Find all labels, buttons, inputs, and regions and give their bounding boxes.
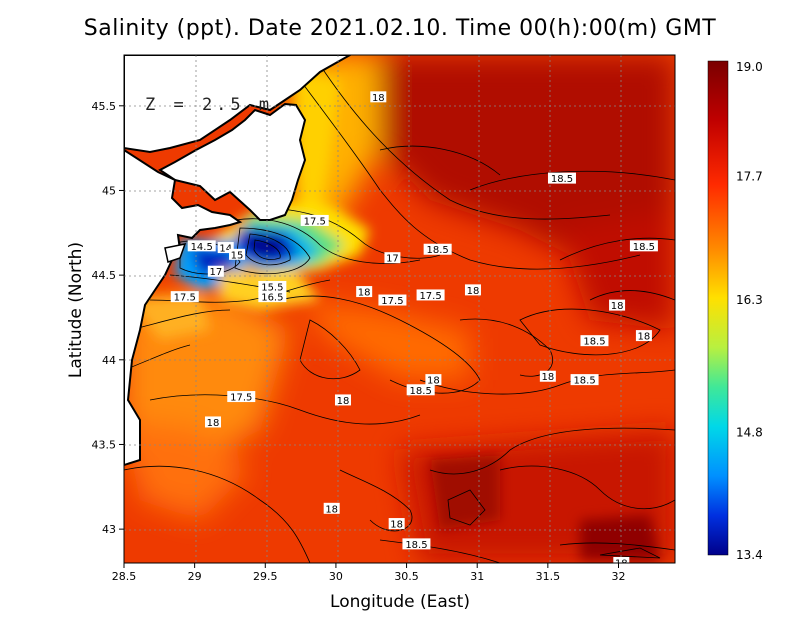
contour-label: 15.5 <box>261 282 283 293</box>
y-tick-label: 44.5 <box>92 269 117 282</box>
contour-label: 18 <box>207 418 220 429</box>
plot-frame <box>123 54 676 564</box>
x-tick-label: 32 <box>611 570 625 583</box>
contour-label-bg <box>425 374 442 386</box>
contour-label-bg <box>423 243 452 255</box>
depth-label: Z = 2.5 m <box>145 95 273 115</box>
x-tick-label: 29 <box>188 570 202 583</box>
y-axis-ticks: 43 43.5 44 44.5 45 45.5 <box>92 100 124 536</box>
contour-label-bg <box>570 374 599 386</box>
colorbar-tick-label: 17.7 <box>736 170 763 184</box>
contour-label-bg <box>629 240 658 252</box>
contour-label: 16.5 <box>261 293 283 304</box>
contour-label-bg <box>635 330 652 342</box>
x-tick-label: 29.5 <box>253 570 278 583</box>
contour-label: 18 <box>390 520 403 531</box>
contour-label: 18 <box>467 286 480 297</box>
contour-label: 18 <box>372 93 385 104</box>
contour-label: 18 <box>358 288 371 299</box>
colorbar: 19.0 17.7 16.3 14.8 13.4 <box>707 60 763 562</box>
contour-label-bg <box>388 518 405 530</box>
contour-label: 17 <box>209 267 222 278</box>
contour-label-bg <box>613 557 630 563</box>
contour-label-bg <box>370 91 387 103</box>
contour-label: 18 <box>615 559 628 570</box>
colorbar-tick-label: 13.4 <box>736 548 763 562</box>
contour-label-bg <box>258 291 287 303</box>
contour-label-bg <box>205 416 222 428</box>
x-axis-ticks: 28.5 29 29.5 30 30.5 31 31.5 32 <box>112 563 625 583</box>
contour-label: 18.5 <box>405 540 427 551</box>
contour-label: 15 <box>231 250 244 261</box>
contour-label-bg <box>378 294 407 306</box>
contour-label: 18 <box>337 396 350 407</box>
contour-label-bg <box>227 391 256 403</box>
contour-label: 18.5 <box>427 245 449 256</box>
y-tick-label: 45.5 <box>92 100 117 113</box>
colorbar-ticks: 19.0 17.7 16.3 14.8 13.4 <box>736 60 763 562</box>
contour-label: 18.5 <box>551 174 573 185</box>
contour-label-bg <box>547 172 576 184</box>
contour-label: 18.5 <box>633 242 655 253</box>
contour-label: 17 <box>386 254 399 265</box>
contour-label: 18 <box>427 376 440 387</box>
contour-label: 18.5 <box>410 386 432 397</box>
x-tick-label: 28.5 <box>112 570 137 583</box>
contour-label-bg <box>207 265 224 277</box>
contour-label: 14 <box>219 244 232 255</box>
colorbar-tick-label: 19.0 <box>736 60 763 74</box>
contour-label: 17.5 <box>381 296 403 307</box>
contour-label-bg <box>258 280 287 292</box>
y-tick-label: 44 <box>102 354 116 367</box>
contour-label: 18.5 <box>583 337 605 348</box>
contour-label: 18 <box>541 372 554 383</box>
contour-label: 17.5 <box>230 393 252 404</box>
contour-label-bg <box>170 291 199 303</box>
contour-label: 18 <box>325 504 338 515</box>
chart-title: Salinity (ppt). Date 2021.02.10. Time 00… <box>83 16 717 41</box>
coastline-land <box>124 55 353 467</box>
contour-label-bg <box>406 384 435 396</box>
contour-label: 17.5 <box>304 216 326 227</box>
contour-label-bg <box>187 240 216 252</box>
x-tick-label: 31.5 <box>536 570 561 583</box>
contour-label-bg <box>402 538 431 550</box>
x-tick-label: 30 <box>329 570 343 583</box>
x-axis-label: Longitude (East) <box>330 592 470 612</box>
x-tick-label: 31 <box>470 570 484 583</box>
x-tick-label: 30.5 <box>394 570 419 583</box>
contour-label: 17.5 <box>174 293 196 304</box>
contour-label-bg <box>356 286 373 298</box>
contour-label-bg <box>464 284 481 296</box>
contour-label: 18 <box>638 332 651 343</box>
colorbar-gradient <box>707 60 729 556</box>
contour-label: 17.5 <box>419 291 441 302</box>
contour-label-bg <box>416 289 445 301</box>
contour-label: 18 <box>611 301 624 312</box>
colorbar-tick-label: 14.8 <box>736 426 763 440</box>
y-tick-label: 45 <box>102 184 116 197</box>
colorbar-tick-label: 16.3 <box>736 293 763 307</box>
y-tick-label: 43.5 <box>92 438 117 451</box>
contour-label-bg <box>609 299 626 311</box>
contour-label-bg <box>539 370 556 382</box>
contour-label: 14.5 <box>191 242 213 253</box>
contour-label: 18.5 <box>573 376 595 387</box>
contour-label-bg <box>334 394 351 406</box>
contour-label-bg <box>229 248 246 260</box>
contour-label-bg <box>217 242 234 254</box>
y-axis-label: Latitude (North) <box>66 242 86 378</box>
contour-label-bg <box>580 335 609 347</box>
y-tick-label: 43 <box>102 523 116 536</box>
contour-label-bg <box>384 252 401 264</box>
contour-label-bg <box>300 214 329 226</box>
contour-label-bg <box>323 502 340 514</box>
